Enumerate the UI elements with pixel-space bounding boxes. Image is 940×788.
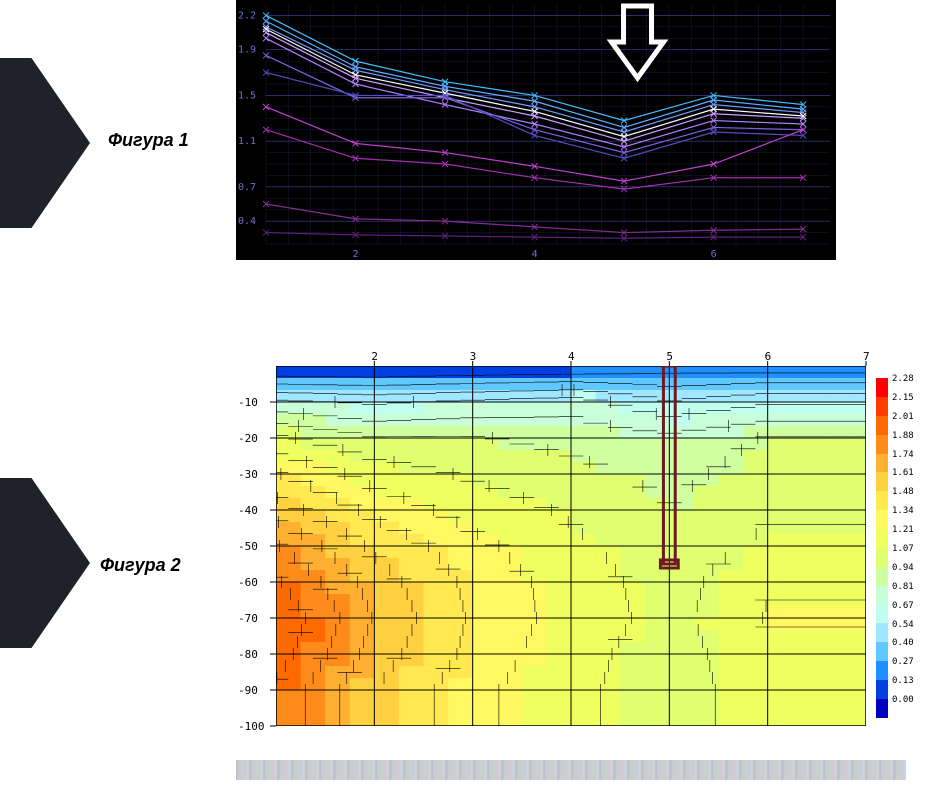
svg-text:-20: -20 [238, 432, 258, 445]
svg-text:-10: -10 [238, 396, 258, 409]
svg-text:1.9: 1.9 [238, 45, 256, 56]
svg-text:-100: -100 [238, 720, 265, 733]
svg-text:1.1: 1.1 [238, 136, 256, 147]
svg-text:2.2: 2.2 [238, 10, 256, 21]
figure2-label: Фигура 2 [100, 555, 181, 576]
svg-text:6: 6 [711, 249, 717, 260]
svg-text:-50: -50 [238, 540, 258, 553]
chart-2-colorbar: 2.282.152.011.881.741.611.481.341.211.07… [876, 378, 926, 718]
chevron-2 [0, 478, 90, 648]
svg-text:4: 4 [532, 249, 538, 260]
svg-text:0.4: 0.4 [238, 216, 256, 227]
chart-2 [276, 366, 866, 726]
svg-text:-40: -40 [238, 504, 258, 517]
chevron-1 [0, 58, 90, 228]
chart-1-svg: 0.4 0.7 1.1 1.5 1.9 2.2 2 4 6 [236, 0, 836, 260]
chart-1: 0.4 0.7 1.1 1.5 1.9 2.2 2 4 6 [236, 0, 836, 260]
svg-text:1.5: 1.5 [238, 90, 256, 101]
svg-text:-60: -60 [238, 576, 258, 589]
figure1-label: Фигура 1 [108, 130, 189, 151]
svg-text:-80: -80 [238, 648, 258, 661]
svg-text:-90: -90 [238, 684, 258, 697]
chart-2-yticks: -10 -20 -30 -40 -50 -60 -70 -80 -90 -100 [236, 366, 276, 744]
chart-2-xticks: 234567 [236, 348, 926, 366]
chart-2-wrap: 234567 -10 -20 -30 -40 -50 -60 -70 -80 -90 -100 2… [236, 348, 926, 738]
noise-strip [236, 760, 906, 780]
svg-text:0.7: 0.7 [238, 182, 256, 193]
svg-text:2: 2 [353, 249, 359, 260]
svg-text:-70: -70 [238, 612, 258, 625]
svg-text:-30: -30 [238, 468, 258, 481]
chart-2-svg [276, 366, 866, 726]
